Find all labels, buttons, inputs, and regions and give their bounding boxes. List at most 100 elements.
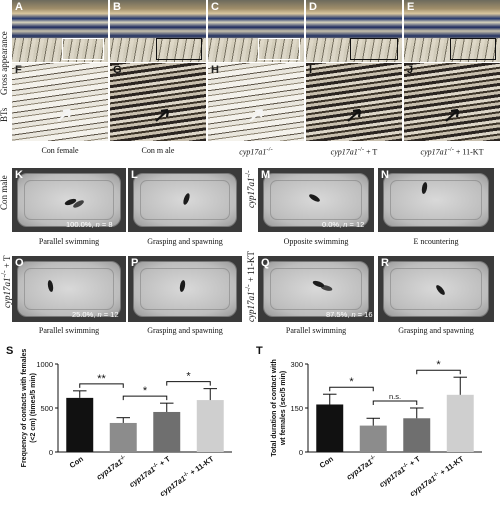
- bar: [109, 422, 137, 452]
- panel-label-d: D: [309, 1, 317, 13]
- x-tick-label: Con: [318, 454, 335, 470]
- panel-label-l: L: [131, 169, 138, 181]
- tank-percent-k: 100.0%, n = 8: [66, 220, 113, 229]
- fin-caption-h-gene: cyp17a1: [239, 147, 267, 157]
- fin-caption-j-sup: -/-: [447, 146, 454, 153]
- y-tick-label: 1000: [36, 360, 53, 369]
- bar: [359, 425, 387, 452]
- fin-caption-i-sup: -/-: [357, 146, 365, 153]
- fin-ray-photo-g: G: [110, 63, 206, 141]
- fin-caption-j-gene: cyp17a1: [420, 147, 448, 157]
- arrow-icon-g: [155, 108, 170, 122]
- row-label-cyp-kt-suffix: + 11-KT: [246, 251, 256, 285]
- tank-percent-m: 0.0%, n = 12: [322, 220, 365, 229]
- tank-photo-p: P: [128, 256, 242, 322]
- row-label-cyp-kt-sup: -/-: [243, 284, 252, 292]
- panel-label-r: R: [381, 257, 389, 269]
- significance-label: *: [186, 371, 191, 383]
- tank-percent-k-count: = 8: [99, 220, 113, 229]
- tank-caption-l: Grasping and spawning: [147, 237, 223, 246]
- significance-label: *: [436, 359, 441, 371]
- fin-caption-g: Con m ale: [110, 146, 206, 155]
- tank-percent-o: 25.0%, n = 12: [72, 310, 119, 319]
- panel-label-k: K: [15, 169, 23, 181]
- fin-ray-photo-j: J: [404, 63, 500, 141]
- fin-box-a: [62, 38, 104, 60]
- tank-percent-o-n: n: [97, 310, 102, 319]
- fin-caption-i-suffix: + T: [364, 147, 378, 157]
- bar: [403, 418, 431, 452]
- panel-label-j: J: [407, 64, 414, 76]
- tank-percent-k-value: 100.0%: [66, 220, 92, 229]
- tank-caption-q: Parallel swimming: [285, 326, 347, 335]
- row-label-cyp-kt-gene: cyp17a1: [246, 291, 256, 323]
- tank-photo-k: K 100.0%, n = 8: [12, 168, 126, 232]
- arrow-icon-i: [347, 108, 362, 122]
- panel-label-s: S: [6, 345, 13, 357]
- fish-photo-c: C: [208, 0, 304, 62]
- significance-bracket: [329, 386, 374, 392]
- x-tick-label: cyp17a1-/-: [345, 454, 379, 481]
- fin-caption-g-main: Con m ale: [141, 146, 175, 155]
- row-label-cyp17a1-gene: cyp17a1: [246, 177, 256, 209]
- panel-label-e: E: [407, 1, 415, 13]
- tank-percent-o-count: = 12: [101, 310, 119, 319]
- bar: [196, 400, 224, 452]
- fin-box-e: [450, 38, 496, 60]
- x-tick-label: cyp17a1-/- + T: [377, 454, 422, 489]
- bar: [66, 397, 94, 452]
- tank-photo-n: N: [378, 168, 494, 232]
- significance-label: n.s.: [389, 392, 401, 401]
- fish-photo-b: B: [110, 0, 206, 62]
- significance-bracket: [166, 381, 211, 386]
- row-label-cyp-t-gene: cyp17a1: [2, 277, 12, 309]
- fin-caption-j: cyp17a1-/- + 11-KT: [404, 146, 500, 157]
- arrow-icon-f: [57, 108, 72, 122]
- significance-bracket: [416, 369, 461, 375]
- fin-caption-f-main: Con female: [41, 146, 79, 155]
- panel-label-i: I: [309, 64, 313, 76]
- y-tick-label: 500: [40, 404, 53, 413]
- tank-percent-o-value: 25.0%: [72, 310, 94, 319]
- tank-caption-p: Grasping and spawning: [147, 326, 223, 335]
- panel-label-a: A: [15, 1, 23, 13]
- x-tick-label: cyp17a1-/-: [95, 454, 129, 481]
- fin-caption-i-gene: cyp17a1: [330, 147, 358, 157]
- panel-label-b: B: [113, 1, 121, 13]
- tank-caption-m: Opposite swimming: [283, 237, 349, 246]
- tank-percent-m-count: = 12: [347, 220, 365, 229]
- panel-label-t: T: [256, 345, 263, 357]
- fish-photo-d: D: [306, 0, 402, 62]
- fin-ray-photo-h: H: [208, 63, 304, 141]
- y-axis-label: Frequency of contacts with females (<2 cm…: [21, 349, 37, 468]
- row-label-gross: Gross appearance: [0, 31, 9, 95]
- tank-percent-m-n: n: [343, 220, 348, 229]
- panel-label-h: H: [211, 64, 219, 76]
- panel-label-c: C: [211, 1, 219, 13]
- tank-caption-o: Parallel swimming: [38, 326, 100, 335]
- significance-label: *: [143, 385, 148, 397]
- tank-caption-r: Grasping and spawning: [398, 326, 474, 335]
- fin-box-b: [156, 38, 202, 60]
- row-label-cyp-kt: cyp17a1-/- + 11-KT: [243, 251, 256, 322]
- significance-bracket: [372, 400, 418, 405]
- row-label-cyp-t: cyp17a1-/- + T: [0, 255, 12, 308]
- fin-caption-h-sup: -/-: [266, 146, 273, 153]
- y-tick-label: 150: [290, 404, 303, 413]
- arrow-icon-j: [445, 108, 460, 122]
- arrow-icon-h: [249, 108, 264, 122]
- panel-label-q: Q: [261, 257, 270, 269]
- panel-label-f: F: [15, 64, 22, 76]
- row-label-cyp17a1-sup: -/-: [243, 170, 252, 178]
- bar: [153, 411, 181, 452]
- significance-label: *: [349, 376, 354, 388]
- panel-label-p: P: [131, 257, 139, 269]
- significance-bracket: [122, 395, 168, 401]
- fin-ray-photo-f: F: [12, 63, 108, 141]
- row-label-cyp-t-sup: -/-: [0, 270, 8, 278]
- bar: [446, 394, 474, 452]
- panel-label-m: M: [261, 169, 271, 181]
- tank-percent-q-count: = 16: [355, 310, 373, 319]
- panel-label-g: G: [113, 64, 122, 76]
